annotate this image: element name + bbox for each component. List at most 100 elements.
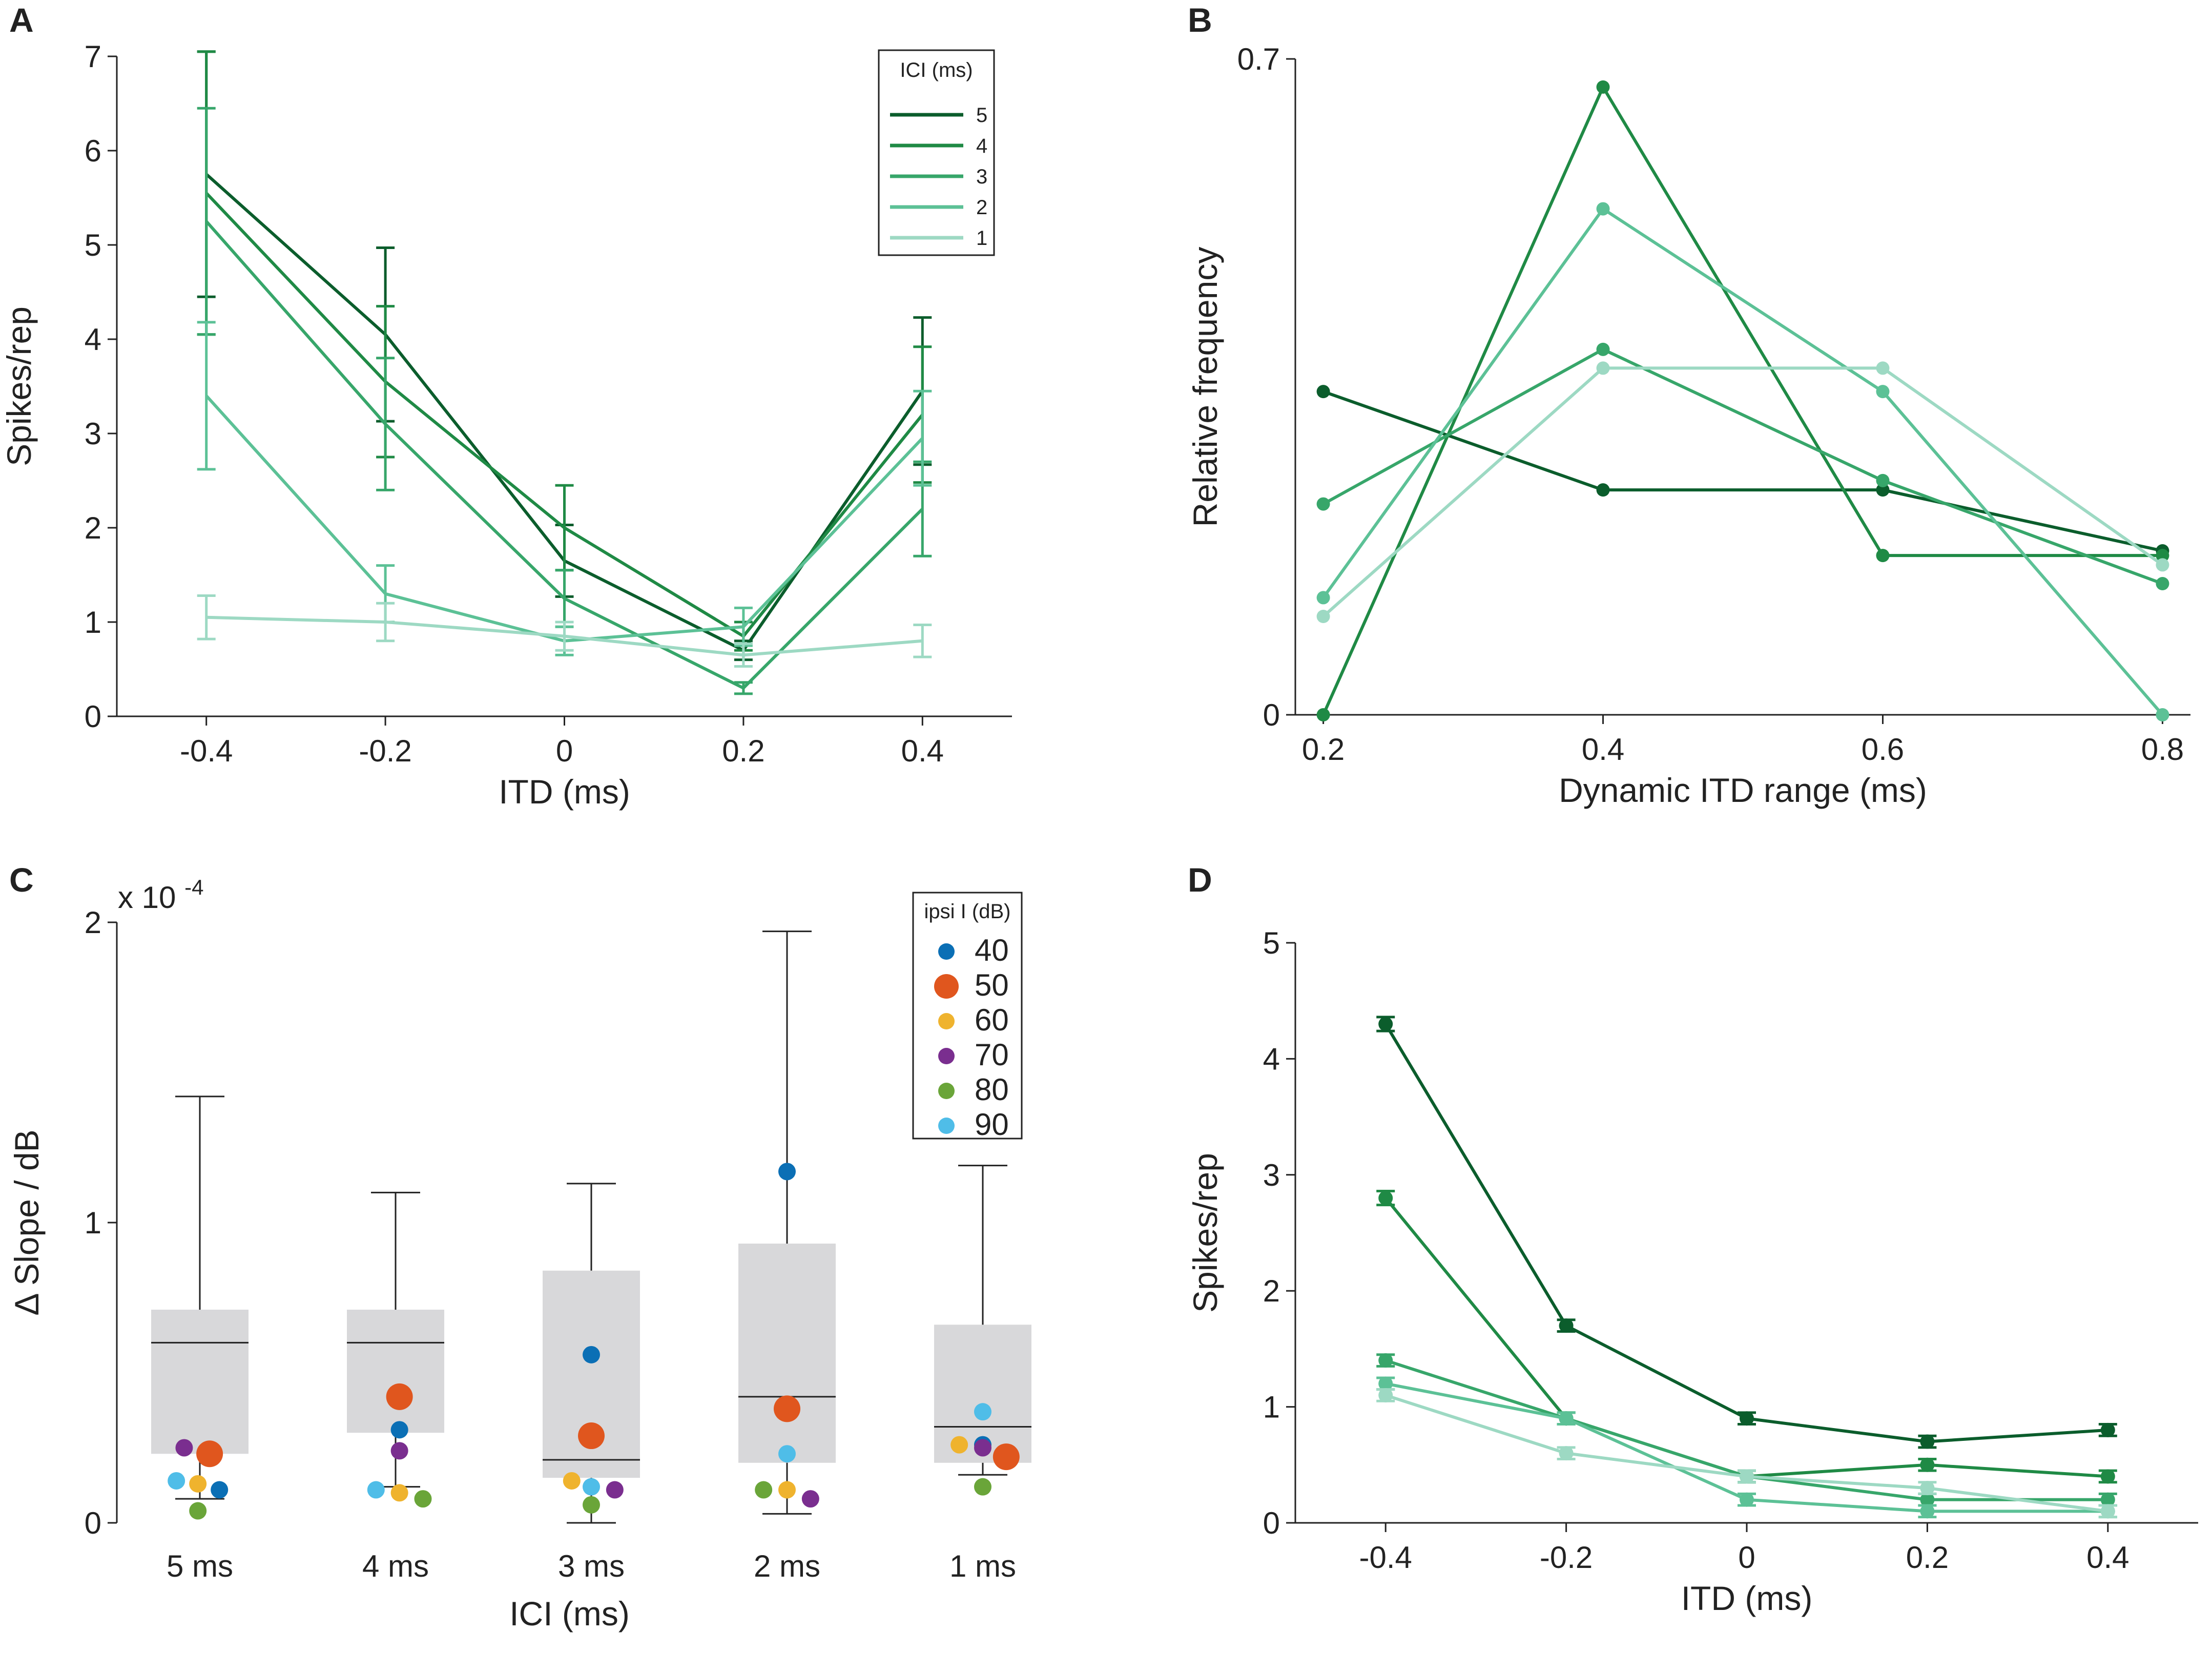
x-tick-label: -0.4: [180, 734, 233, 768]
data-point: [1378, 1388, 1393, 1402]
data-point: [1378, 1353, 1393, 1368]
panel-label-b: B: [1188, 1, 1212, 39]
series-line-ici-3: [1322, 347, 2163, 585]
legend-label-ipsi-80: 80: [975, 1072, 1009, 1107]
series-line-ici-1: [1322, 366, 2164, 618]
x-axis-label: Dynamic ITD range (ms): [1559, 771, 1927, 809]
y-tick-label: 2: [85, 511, 101, 545]
data-point-ipsi-90: [778, 1445, 796, 1463]
series-line-ici-2: [1322, 207, 2164, 716]
x-tick-label: -0.4: [1359, 1540, 1412, 1575]
data-point: [1876, 549, 1890, 563]
panel-a-chart: 0 1 2 3 4 5 6 7 -0.4 -0.2 0 0.2 0.4 ITD (ms) Spikes/re…: [0, 39, 1012, 811]
data-point-ipsi-70: [175, 1439, 193, 1457]
data-point-ipsi-70: [974, 1439, 991, 1457]
panel-label-d: D: [1188, 861, 1212, 899]
data-point: [1596, 342, 1610, 356]
data-point-ipsi-70: [390, 1442, 408, 1460]
data-point: [1920, 1457, 1935, 1472]
data-point-ipsi-50: [774, 1395, 800, 1422]
data-point-ipsi-80: [189, 1502, 207, 1520]
panel-c-chart: 0 1 2 x 10 -4 ICI (ms) Δ Slope / dB 5 ms 4 ms 3 …: [8, 875, 1031, 1633]
series-line-ici-5: [1322, 390, 2163, 552]
x-tick-label: 0.4: [1582, 732, 1624, 767]
x-tick-label: 4 ms: [362, 1549, 429, 1583]
panel-label-a: A: [9, 1, 34, 39]
legend-title: ipsi I (dB): [924, 900, 1011, 923]
data-point: [1596, 202, 1610, 216]
y-tick-label: 1: [1263, 1390, 1280, 1424]
data-point: [1596, 483, 1610, 497]
data-point: [1596, 80, 1610, 94]
data-point: [1876, 361, 1890, 375]
y-tick-label: 4: [85, 322, 101, 357]
axis-scale-label: x 10 -4: [118, 875, 203, 915]
box-2-ms: [738, 1244, 836, 1463]
y-tick-label: 3: [85, 417, 101, 451]
data-point-ipsi-90: [583, 1478, 600, 1496]
data-point-ipsi-80: [755, 1481, 773, 1499]
series-line-ici-4: [1321, 85, 2163, 716]
y-tick-label: 4: [1263, 1042, 1280, 1076]
data-point: [2156, 708, 2169, 721]
x-tick-label: 0.6: [1862, 732, 1904, 767]
y-axis-label: Spikes/rep: [0, 306, 38, 466]
x-tick-label: 0.2: [1302, 732, 1345, 767]
data-point: [2100, 1492, 2115, 1507]
data-point: [2100, 1504, 2115, 1519]
data-point: [1876, 483, 1890, 497]
data-point: [2156, 558, 2169, 572]
legend-label-ipsi-70: 70: [975, 1038, 1009, 1072]
legend-label-ici-4: 4: [976, 135, 987, 157]
x-tick-label: 0.8: [2141, 732, 2184, 767]
x-axis-label: ICI (ms): [509, 1595, 630, 1633]
data-point-ipsi-60: [189, 1475, 207, 1493]
legend-title: ICI (ms): [900, 59, 973, 81]
data-point-ipsi-90: [974, 1403, 991, 1421]
y-tick-label: 2: [1263, 1274, 1280, 1308]
x-tick-label: 0: [556, 734, 573, 768]
data-point-ipsi-50: [196, 1440, 223, 1468]
y-axis-label: Relative frequency: [1186, 247, 1224, 527]
data-point: [1378, 1017, 1393, 1031]
data-point: [1920, 1504, 1935, 1519]
data-point-ipsi-60: [950, 1436, 968, 1454]
legend-label-ipsi-50: 50: [975, 968, 1009, 1002]
data-point-ipsi-90: [367, 1481, 385, 1499]
data-point-ipsi-80: [974, 1478, 991, 1496]
y-tick-label: 0: [85, 1506, 101, 1540]
data-point: [1316, 385, 1330, 399]
x-tick-label: 3 ms: [558, 1549, 625, 1583]
panel-label-c: C: [9, 861, 34, 899]
y-tick-label: 6: [85, 134, 101, 168]
y-tick-label: 1: [85, 605, 101, 639]
x-tick-label: 0.4: [2086, 1540, 2129, 1575]
panel-d-chart: 0 1 2 3 4 5 -0.4 -0.2 0 0.2 0.4 ITD (ms) Spikes/rep: [1186, 926, 2198, 1617]
data-point-ipsi-60: [390, 1484, 408, 1502]
data-point: [2100, 1422, 2115, 1437]
data-point: [1378, 1191, 1393, 1206]
data-point: [2100, 1469, 2115, 1484]
y-tick-label: 0: [1263, 1506, 1280, 1540]
x-tick-label: 2 ms: [754, 1549, 820, 1583]
data-point: [1740, 1492, 1754, 1507]
legend-marker-ipsi-50: [934, 974, 959, 999]
data-point-ipsi-70: [606, 1481, 624, 1499]
panel-b-chart: 0 0.7 0.2 0.4 0.6 0.8 Dynamic ITD range (ms) Re…: [1186, 42, 2190, 809]
data-point: [1559, 1318, 1574, 1333]
data-point-ipsi-80: [583, 1496, 600, 1514]
data-point-ipsi-70: [801, 1490, 819, 1508]
data-point-ipsi-60: [563, 1472, 581, 1490]
data-point: [1316, 591, 1330, 605]
y-tick-label: 0.7: [1237, 42, 1280, 76]
y-tick-label: 2: [85, 905, 101, 940]
y-tick-label: 0: [85, 699, 101, 734]
legend-label-ici-3: 3: [976, 166, 987, 188]
box-5-ms: [151, 1309, 249, 1454]
legend-label-ici-2: 2: [976, 196, 987, 219]
y-tick-label: 1: [85, 1206, 101, 1240]
legend-marker-ipsi-90: [938, 1118, 955, 1134]
data-point: [1559, 1446, 1574, 1461]
data-point: [1316, 708, 1330, 721]
